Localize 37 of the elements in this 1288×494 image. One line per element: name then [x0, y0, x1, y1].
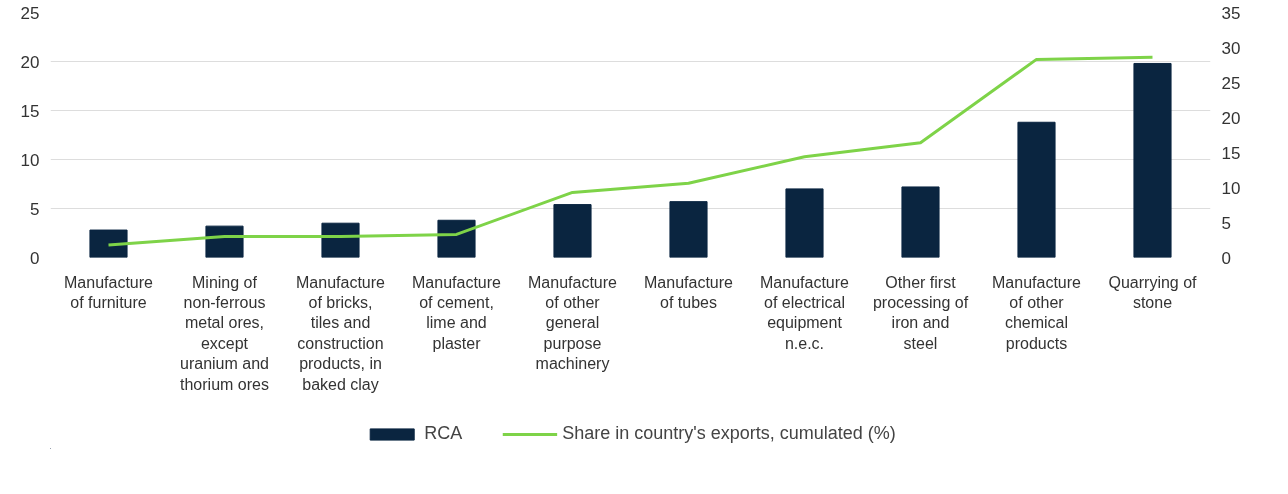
legend-label: Share in country's exports, cumulated (%) — [562, 423, 896, 444]
y2-tick-label: 10 — [1221, 178, 1241, 198]
x-tick-label: Other first processing of iron and steel — [872, 273, 969, 352]
x-tick-label: Mining of non-ferrous metal ores, except uranium and thorium ores — [180, 273, 269, 393]
y2-tick-label: 20 — [1221, 108, 1241, 128]
bar — [321, 222, 360, 258]
bar — [901, 186, 940, 258]
y2-tick-label: 35 — [1221, 3, 1241, 23]
y2-tick-label: 30 — [1221, 38, 1241, 58]
x-tick-label: Manufacture of other general purpose machinery — [528, 273, 618, 373]
y-tick-label: 0 — [30, 248, 40, 268]
bar — [785, 188, 824, 258]
bar — [1133, 62, 1172, 258]
y-tick-label: 25 — [20, 3, 40, 23]
legend-label: RCA — [424, 423, 463, 444]
y-tick-label: 10 — [20, 150, 40, 170]
x-tick-label: Manufacture of furniture — [64, 273, 154, 311]
x-tick-label: Manufacture of bricks, tiles and construction products, in baked clay — [296, 273, 386, 393]
bar — [89, 229, 128, 258]
x-tick-label: Manufacture of tubes — [644, 273, 734, 311]
x-tick-label: Quarrying of stone — [1108, 273, 1198, 311]
bar — [1017, 121, 1056, 258]
x-tick-label: Manufacture of other chemical products — [992, 273, 1082, 352]
y-tick-label: 5 — [30, 199, 40, 219]
bar — [669, 201, 708, 258]
bar — [553, 204, 592, 258]
y2-tick-label: 5 — [1221, 213, 1231, 233]
x-tick-label: Manufacture of electrical equipment n.e.c. — [760, 273, 850, 352]
y-tick-label: 15 — [20, 101, 40, 121]
bar — [205, 225, 244, 258]
line-series — [107, 55, 1154, 247]
x-tick-label: Manufacture of cement, lime and plaster — [412, 273, 502, 352]
y2-tick-label: 25 — [1221, 73, 1241, 93]
y2-tick-label: 0 — [1221, 248, 1231, 268]
y2-tick-label: 15 — [1221, 143, 1241, 163]
bar — [437, 219, 476, 258]
y-tick-label: 20 — [20, 52, 40, 72]
